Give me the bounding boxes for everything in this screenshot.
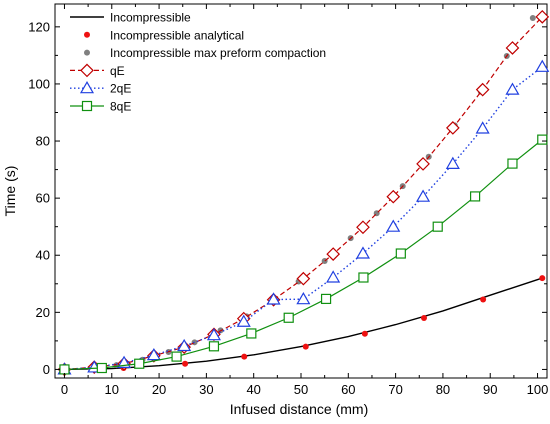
data-point-triangle <box>386 219 401 232</box>
series-0 <box>64 277 543 371</box>
legend-label: Incompressible <box>110 11 191 25</box>
data-point-triangle <box>326 270 341 283</box>
legend-label: qE <box>110 64 125 78</box>
y-axis: 0 20 40 60 80 100 120 <box>28 19 547 377</box>
series-4 <box>57 59 550 375</box>
data-point-triangle <box>505 82 520 95</box>
x-tick-label: 100 <box>527 382 549 397</box>
legend-item: Incompressible analytical <box>84 28 244 42</box>
series-line <box>64 277 543 371</box>
data-point-dot <box>539 275 546 282</box>
data-point-diamond <box>356 220 370 235</box>
legend-label: Incompressible analytical <box>110 28 244 42</box>
y-tick-label: 120 <box>28 19 50 34</box>
legend-item: Incompressible <box>70 11 191 25</box>
data-point-square <box>96 362 107 374</box>
data-point-triangle <box>445 156 460 169</box>
x-tick-label: 10 <box>105 382 119 397</box>
data-point-diamond <box>416 157 430 171</box>
legend: Incompressible Incompressible analytical I… <box>70 11 326 114</box>
y-tick-label: 60 <box>36 191 50 206</box>
data-point-dot <box>241 353 248 360</box>
data-point-triangle <box>177 338 192 352</box>
data-point-diamond <box>326 247 341 261</box>
data-point-dot <box>84 31 90 38</box>
x-tick-label: 50 <box>294 382 308 397</box>
data-point-square <box>171 351 182 362</box>
x-tick-label: 90 <box>483 382 497 397</box>
series-line <box>64 66 543 371</box>
data-point-triangle <box>296 291 311 305</box>
series-2 <box>61 14 536 373</box>
data-point-square <box>320 293 332 305</box>
legend-item: qE <box>70 63 125 78</box>
data-point-dot <box>182 360 189 367</box>
data-point-triangle <box>79 80 95 94</box>
series-5 <box>59 134 548 375</box>
legend-item: 8qE <box>70 100 131 114</box>
data-point-triangle <box>475 121 490 134</box>
series-layer <box>57 9 550 377</box>
data-point-dot <box>421 315 427 322</box>
legend-item: 2qE <box>70 80 131 96</box>
data-point-square <box>134 358 145 369</box>
x-axis: 0 10 20 30 40 50 60 70 80 90 100 <box>61 4 549 397</box>
data-point-triangle <box>236 314 251 327</box>
data-point-triangle <box>535 59 550 72</box>
legend-label: 2qE <box>110 82 131 96</box>
data-point-diamond <box>80 63 94 78</box>
data-point-diamond <box>446 121 460 135</box>
data-point-square <box>507 158 518 169</box>
legend-item: Incompressible max preform compaction <box>84 46 326 60</box>
plot-area: 0 10 20 30 40 50 60 70 80 90 100 0 20 40 60 80 100 120 <box>28 3 550 397</box>
data-point-diamond <box>535 9 550 24</box>
data-point-dot <box>84 49 90 56</box>
x-tick-label: 30 <box>199 382 213 397</box>
data-point-square <box>432 221 443 232</box>
data-point-triangle <box>146 347 161 361</box>
data-point-dot <box>480 296 487 303</box>
data-point-square <box>59 364 70 375</box>
y-tick-label: 100 <box>28 76 50 91</box>
data-point-triangle <box>355 246 371 259</box>
data-point-diamond <box>386 189 401 204</box>
x-tick-label: 70 <box>388 382 402 397</box>
data-point-dot <box>361 330 368 337</box>
y-tick-label: 0 <box>43 362 50 377</box>
data-point-triangle <box>206 327 221 341</box>
series-line <box>64 139 543 371</box>
x-tick-label: 20 <box>152 382 166 397</box>
data-point-square <box>208 341 220 352</box>
y-tick-label: 20 <box>36 305 50 320</box>
x-tick-label: 40 <box>246 382 260 397</box>
data-point-square <box>358 272 369 283</box>
data-point-diamond <box>296 271 311 286</box>
data-point-diamond <box>505 41 520 55</box>
y-tick-label: 80 <box>36 134 50 149</box>
data-point-square <box>246 328 257 339</box>
x-tick-label: 60 <box>341 382 355 397</box>
y-axis-label: Time (s) <box>2 166 18 217</box>
y-tick-label: 40 <box>36 248 50 263</box>
data-point-square <box>283 312 294 323</box>
legend-label: 8qE <box>110 100 131 114</box>
data-point-square <box>469 191 481 202</box>
data-point-square <box>537 134 548 145</box>
series-1 <box>61 275 546 373</box>
x-tick-label: 80 <box>436 382 450 397</box>
data-point-triangle <box>266 292 281 305</box>
x-axis-label: Infused distance (mm) <box>230 401 369 417</box>
legend-label: Incompressible max preform compaction <box>110 46 326 60</box>
data-point-square <box>395 248 406 259</box>
data-point-diamond <box>475 82 490 97</box>
data-point-dot <box>302 343 309 350</box>
x-tick-label: 0 <box>61 382 68 397</box>
data-point-dot <box>529 14 536 21</box>
data-point-square <box>81 100 93 112</box>
data-point-triangle <box>416 189 431 202</box>
